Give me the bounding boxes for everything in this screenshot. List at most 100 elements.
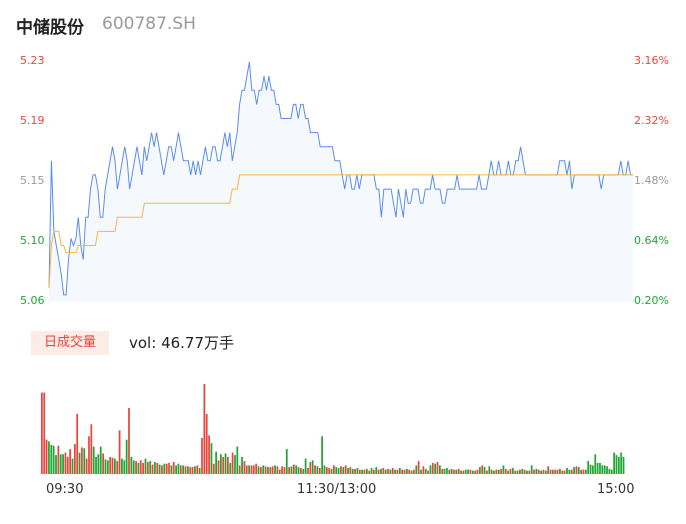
volume-bar [446, 468, 448, 474]
volume-bar [231, 452, 234, 474]
volume-bar [276, 466, 279, 474]
volume-bar [121, 458, 123, 474]
volume-bar [290, 466, 293, 474]
volume-bar [236, 446, 239, 474]
volume-bar [227, 456, 229, 474]
volume-bar [208, 435, 210, 474]
volume-chart [41, 384, 625, 474]
volume-bar [179, 465, 182, 474]
volume-bar [262, 465, 265, 474]
volume-bar [137, 462, 140, 474]
volume-bar [507, 470, 510, 474]
volume-bar [427, 470, 429, 474]
volume-bar [582, 469, 585, 474]
y-right-tick: 3.16% [634, 54, 669, 67]
volume-bar [234, 455, 236, 474]
y-right-tick: 1.48% [634, 174, 669, 187]
volume-bar [584, 469, 587, 474]
volume-bar [106, 460, 109, 474]
volume-bar [467, 469, 469, 474]
volume-bar [125, 439, 128, 474]
volume-bar [189, 467, 192, 474]
volume-bar [132, 460, 135, 474]
volume-bar [198, 468, 201, 474]
volume-bar [99, 446, 102, 474]
volume-bar [365, 468, 368, 474]
volume-bar [201, 438, 203, 474]
volume-bar [559, 468, 561, 474]
volume-bar [257, 466, 260, 474]
volume-bar [102, 453, 104, 474]
volume-bar [321, 436, 323, 474]
y-right-tick: 2.32% [634, 114, 669, 127]
volume-bar [281, 466, 283, 474]
volume-bar [537, 469, 540, 474]
volume-bar [333, 465, 335, 474]
volume-bar [516, 470, 519, 474]
volume-bar [455, 469, 458, 474]
volume-bar [483, 467, 486, 474]
volume-bar [123, 460, 126, 474]
volume-bar [73, 444, 76, 474]
volume-bar [377, 469, 380, 474]
volume-bar [177, 463, 180, 474]
volume-bar [408, 469, 411, 474]
volume-bar [413, 469, 415, 474]
volume-bar [163, 463, 166, 474]
volume-bar [361, 469, 364, 474]
volume-bar [274, 465, 276, 474]
volume-bar [128, 408, 130, 474]
volume-bar [570, 469, 573, 474]
volume-bar [436, 462, 439, 474]
volume-bar [533, 469, 535, 474]
volume-bar [340, 466, 342, 474]
volume-bar [264, 466, 267, 474]
volume-bar [48, 441, 50, 474]
volume-bar [156, 462, 159, 474]
volume-bar [530, 465, 533, 474]
volume-bar [514, 470, 517, 474]
volume-bar [443, 468, 446, 474]
volume-bar [380, 468, 382, 474]
volume-bar [368, 470, 371, 474]
volume-bar [394, 469, 396, 474]
volume-bar [556, 469, 559, 474]
volume-bar [617, 456, 620, 474]
volume-bar [224, 453, 227, 474]
volume-bar [57, 445, 60, 474]
volume-bar [146, 462, 149, 474]
volume-bar [43, 392, 46, 474]
volume-bar [544, 470, 547, 474]
volume-bar [161, 465, 163, 474]
volume-bar [613, 452, 615, 474]
volume-bar [83, 448, 86, 474]
stock-name: 中储股份 [16, 18, 84, 38]
volume-bar [88, 436, 90, 474]
volume-bar [549, 469, 552, 474]
volume-bar [215, 451, 218, 474]
volume-bar [622, 456, 625, 474]
volume-bar [172, 462, 175, 474]
volume-value: 46.77万手 [161, 334, 235, 352]
volume-bar [311, 460, 314, 474]
volume-bar [175, 465, 177, 474]
volume-bar [552, 469, 554, 474]
volume-bar [396, 469, 399, 474]
volume-bar [342, 467, 345, 474]
volume-bar [601, 465, 604, 474]
volume-bar [415, 465, 418, 474]
volume-bar [269, 467, 272, 474]
x-tick-midday: 11:30/13:00 [297, 482, 377, 497]
volume-bar [151, 464, 154, 474]
y-left-tick: 5.19 [20, 114, 45, 127]
volume-bar [464, 469, 467, 474]
volume-bar [509, 468, 512, 474]
volume-bar [519, 469, 521, 474]
volume-bar [417, 461, 420, 474]
volume-bar [41, 392, 43, 474]
y-right-tick: 0.64% [634, 234, 669, 247]
volume-bar [370, 468, 373, 474]
volume-bar [154, 462, 156, 474]
volume-bar [62, 454, 64, 474]
